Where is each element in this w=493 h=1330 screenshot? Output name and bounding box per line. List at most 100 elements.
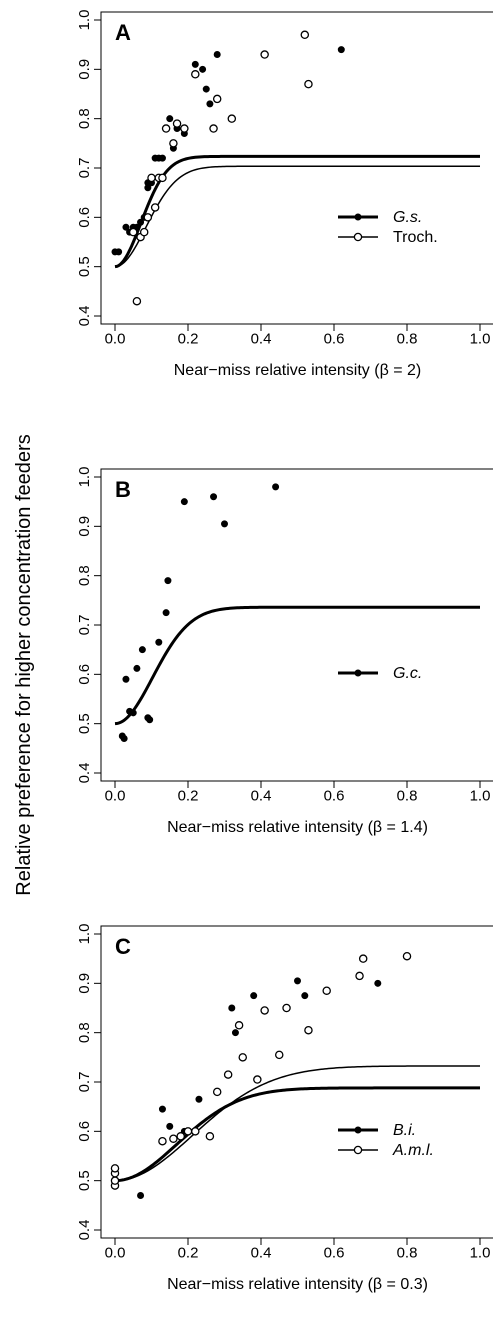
data-point-gc	[139, 647, 145, 653]
data-point-troch	[159, 174, 166, 181]
y-tick-label: 0.6	[76, 1121, 93, 1142]
data-point-aml	[111, 1165, 118, 1172]
data-point-gc	[163, 610, 169, 616]
data-point-aml	[305, 1027, 312, 1034]
data-point-aml	[214, 1088, 221, 1095]
data-point-aml	[159, 1138, 166, 1145]
fit-curve-bi	[115, 1088, 480, 1181]
plot-frame	[101, 926, 493, 1238]
x-tick-label: 0.6	[324, 1244, 345, 1261]
panel-letter: A	[115, 20, 131, 45]
plot-frame	[101, 469, 493, 781]
data-point-troch	[152, 204, 159, 211]
data-point-gc	[273, 484, 279, 490]
y-axis-label: Relative preference for higher concentra…	[13, 434, 35, 895]
legend-marker	[354, 233, 361, 240]
legend-marker	[355, 214, 361, 220]
data-point-bi	[167, 1123, 173, 1129]
x-tick-label: 0.2	[178, 787, 199, 804]
fit-curve-troch	[115, 166, 480, 266]
legend-label: G.s.	[393, 209, 422, 226]
data-point-aml	[236, 1022, 243, 1029]
data-point-bi	[159, 1106, 165, 1112]
x-tick-label: 0.4	[251, 787, 272, 804]
data-point-gc	[211, 494, 217, 500]
data-point-gs	[116, 249, 122, 255]
data-point-aml	[261, 1007, 268, 1014]
data-point-gc	[147, 717, 153, 723]
y-tick-label: 0.7	[76, 1072, 93, 1093]
data-point-troch	[181, 125, 188, 132]
x-tick-label: 0.6	[324, 330, 345, 347]
y-tick-label: 0.5	[76, 713, 93, 734]
data-point-bi	[196, 1096, 202, 1102]
data-point-troch	[170, 140, 177, 147]
x-tick-label: 0.0	[105, 330, 126, 347]
data-point-gs	[192, 61, 198, 67]
data-point-gs	[207, 101, 213, 107]
data-point-gs	[167, 116, 173, 122]
y-tick-label: 0.6	[76, 207, 93, 228]
data-point-bi	[375, 980, 381, 986]
data-point-gc	[165, 578, 171, 584]
y-tick-label: 0.8	[76, 1022, 93, 1043]
data-point-troch	[163, 125, 170, 132]
fit-curve-gc	[115, 607, 480, 723]
x-tick-label: 0.8	[397, 1244, 418, 1261]
data-point-aml	[206, 1133, 213, 1140]
data-point-aml	[239, 1054, 246, 1061]
data-point-troch	[173, 120, 180, 127]
data-point-aml	[323, 987, 330, 994]
y-tick-label: 0.5	[76, 1170, 93, 1191]
data-point-bi	[232, 1030, 238, 1036]
plot-frame	[101, 12, 493, 324]
data-point-troch	[228, 115, 235, 122]
x-tick-label: 0.2	[178, 1244, 199, 1261]
data-point-aml	[177, 1133, 184, 1140]
x-tick-label: 0.4	[251, 330, 272, 347]
panel-a: 0.0 0.2 0.4 0.6 0.8 1.0 0.4 0.5 0.6 0.7 0.8 0.9 1.0 N…	[76, 10, 493, 379]
x-tick-label: 0.8	[397, 787, 418, 804]
data-point-troch	[148, 174, 155, 181]
data-point-gs	[200, 66, 206, 72]
data-point-bi	[295, 978, 301, 984]
data-point-troch	[305, 81, 312, 88]
data-point-aml	[403, 953, 410, 960]
legend-label: B.i.	[393, 1122, 416, 1139]
data-point-bi	[229, 1005, 235, 1011]
panel-letter: C	[115, 934, 131, 959]
y-tick-label: 0.4	[76, 1220, 93, 1241]
x-tick-label: 0.2	[178, 330, 199, 347]
y-tick-label: 0.9	[76, 59, 93, 80]
panel-b: 0.0 0.2 0.4 0.6 0.8 1.0 0.4 0.5 0.6 0.7 0.8 0.9 1.0 N…	[76, 467, 493, 836]
x-tick-label: 1.0	[470, 787, 491, 804]
y-tick-label: 0.5	[76, 256, 93, 277]
data-point-troch	[210, 125, 217, 132]
data-point-troch	[133, 298, 140, 305]
panel-c: 0.0 0.2 0.4 0.6 0.8 1.0 0.4 0.5 0.6 0.7 0.8 0.9 1.0 N…	[76, 924, 493, 1293]
x-axis-label: Near−miss relative intensity (β = 2)	[174, 362, 422, 379]
legend-marker	[354, 1146, 361, 1153]
y-tick-label: 0.4	[76, 763, 93, 784]
data-point-troch	[130, 229, 137, 236]
data-point-bi	[138, 1192, 144, 1198]
data-point-gs	[159, 155, 165, 161]
data-point-aml	[192, 1128, 199, 1135]
data-point-bi	[251, 993, 257, 999]
data-point-aml	[283, 1004, 290, 1011]
panel-letter: B	[115, 477, 131, 502]
y-tick-label: 0.7	[76, 158, 93, 179]
y-tick-label: 0.6	[76, 664, 93, 685]
x-tick-label: 0.0	[105, 1244, 126, 1261]
data-point-aml	[356, 972, 363, 979]
data-point-troch	[192, 71, 199, 78]
y-tick-label: 1.0	[76, 10, 93, 31]
data-point-gc	[156, 639, 162, 645]
data-point-gc	[123, 676, 129, 682]
data-point-troch	[144, 214, 151, 221]
data-point-bi	[302, 993, 308, 999]
data-point-troch	[141, 229, 148, 236]
x-tick-label: 1.0	[470, 1244, 491, 1261]
data-point-aml	[276, 1051, 283, 1058]
